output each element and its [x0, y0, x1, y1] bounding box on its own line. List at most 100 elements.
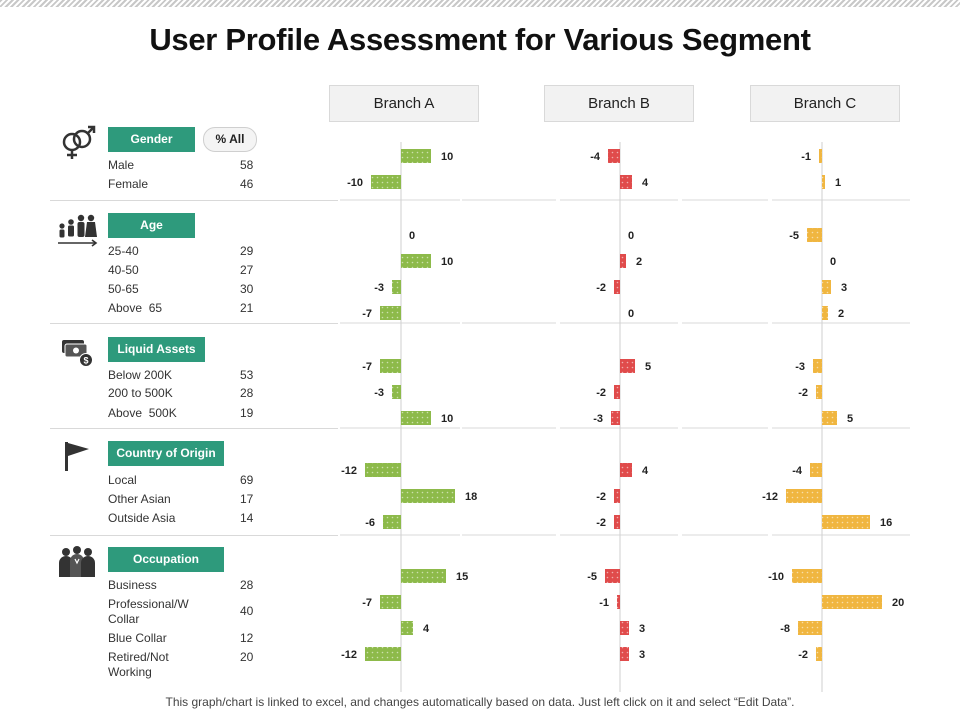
bar-texture: [608, 149, 620, 163]
bar-texture: [614, 280, 620, 294]
data-label: 20: [892, 597, 904, 609]
data-label: 4: [642, 465, 649, 477]
bar-texture: [813, 359, 822, 373]
branch-c-header[interactable]: Branch C: [750, 85, 900, 122]
row-pct: 46: [240, 177, 254, 191]
data-label: -12: [341, 465, 357, 477]
bar-texture: [365, 647, 401, 661]
bar-texture: [401, 254, 431, 268]
data-label: -8: [780, 623, 790, 635]
data-label: 0: [628, 308, 634, 320]
row-label: Male: [108, 158, 135, 172]
segment-separator: [50, 535, 338, 536]
bar-texture: [401, 569, 446, 583]
data-label: 5: [645, 361, 651, 373]
data-label: -7: [362, 361, 372, 373]
bar-texture: [620, 359, 635, 373]
bar-texture: [614, 515, 620, 529]
row-pct: 28: [240, 578, 254, 592]
bar-texture: [792, 569, 822, 583]
data-label: -3: [593, 413, 603, 425]
branch-a-header[interactable]: Branch A: [329, 85, 479, 122]
data-label: 1: [835, 177, 841, 189]
row-label: Business: [108, 578, 157, 592]
data-label: -5: [789, 230, 799, 242]
segment-tag-age: Age: [108, 213, 195, 238]
bar-texture: [614, 489, 620, 503]
data-label: 10: [441, 256, 453, 268]
row-pct: 29: [240, 244, 254, 258]
row-label: 200 to 500K: [108, 386, 173, 400]
data-label: 3: [841, 282, 847, 294]
data-label: 18: [465, 491, 477, 503]
data-label: -1: [801, 151, 811, 163]
data-label: -10: [347, 177, 363, 189]
row-label: Retired/Not Working: [108, 650, 169, 679]
row-pct: 12: [240, 631, 254, 645]
money-icon: $: [62, 340, 93, 367]
bar-texture: [380, 306, 401, 320]
data-label: -2: [596, 491, 606, 503]
data-label: 3: [639, 649, 645, 661]
pct-all-pill[interactable]: % All: [203, 127, 257, 152]
data-label: 10: [441, 151, 453, 163]
segment-tag-liquid-assets: Liquid Assets: [108, 337, 205, 362]
bar-texture: [614, 385, 620, 399]
branch-b-header[interactable]: Branch B: [544, 85, 694, 122]
row-pct: 28: [240, 386, 254, 400]
row-pct: 17: [240, 492, 254, 506]
data-label: 16: [880, 517, 892, 529]
data-label: -2: [798, 387, 808, 399]
bar-texture: [620, 647, 629, 661]
row-pct: 40: [240, 604, 254, 618]
bar-texture: [807, 228, 822, 242]
bar-texture: [819, 149, 822, 163]
segment-tag-occupation: Occupation: [108, 547, 224, 572]
bar-texture: [365, 463, 401, 477]
bar-texture: [822, 280, 831, 294]
data-label: -12: [762, 491, 778, 503]
data-label: 4: [642, 177, 649, 189]
data-label: 3: [639, 623, 645, 635]
svg-text:$: $: [83, 356, 88, 366]
data-label: 2: [636, 256, 642, 268]
row-label: Female: [108, 177, 149, 191]
row-pct: 21: [240, 301, 254, 315]
data-label: 5: [847, 413, 853, 425]
data-label: -3: [374, 387, 384, 399]
data-label: -7: [362, 308, 372, 320]
row-pct: 53: [240, 368, 254, 382]
data-label: 0: [409, 230, 415, 242]
row-label: Blue Collar: [108, 631, 167, 645]
people-icon: [59, 546, 95, 577]
data-label: 2: [838, 308, 844, 320]
data-label: -2: [596, 517, 606, 529]
gender-icon: [62, 125, 96, 159]
bar-texture: [380, 359, 401, 373]
row-pct: 30: [240, 282, 254, 296]
bar-texture: [620, 254, 626, 268]
data-label: 0: [628, 230, 634, 242]
bar-texture: [620, 175, 632, 189]
segment-separator: [50, 200, 338, 201]
bar-texture: [392, 280, 401, 294]
bar-texture: [401, 411, 431, 425]
row-label: 25-40: [108, 244, 139, 258]
row-label: Below 200K: [108, 368, 173, 382]
bar-texture: [822, 595, 882, 609]
row-label: Local: [108, 473, 137, 487]
segment-separator: [50, 323, 338, 324]
bar-texture: [401, 621, 413, 635]
data-label: 4: [423, 623, 430, 635]
row-pct: 19: [240, 406, 254, 420]
bar-texture: [620, 463, 632, 477]
data-label: -5: [587, 571, 597, 583]
row-label: Other Asian: [108, 492, 171, 506]
bar-texture: [810, 463, 822, 477]
bar-texture: [371, 175, 401, 189]
data-label: -6: [365, 517, 375, 529]
data-label: -3: [795, 361, 805, 373]
bar-texture: [822, 175, 825, 189]
bar-texture: [798, 621, 822, 635]
